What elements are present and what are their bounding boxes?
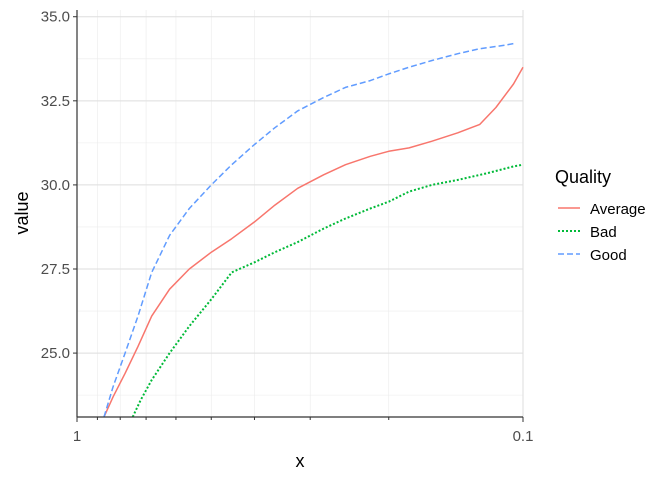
x-axis-title: x <box>296 451 305 471</box>
gridlines <box>76 10 524 417</box>
series-line-bad <box>131 163 524 418</box>
x-tick-label: 0.1 <box>513 428 534 445</box>
legend-item-average: Average <box>558 201 646 218</box>
legend-label-average: Average <box>590 201 646 218</box>
legend: Quality Average Bad Good <box>555 167 646 264</box>
legend-label-bad: Bad <box>590 224 617 241</box>
legend-title: Quality <box>555 167 611 187</box>
y-tick-label: 35.0 <box>41 9 70 26</box>
axes <box>76 10 523 418</box>
x-tick-label: 1 <box>73 428 81 445</box>
y-tick-label: 27.5 <box>41 261 70 278</box>
y-tick-label: 30.0 <box>41 177 70 194</box>
series-line-good <box>103 42 514 418</box>
y-axis-title: value <box>12 191 32 234</box>
y-tick-label: 25.0 <box>41 345 70 362</box>
series-line-average <box>103 66 524 418</box>
y-tick-label: 32.5 <box>41 93 70 110</box>
legend-item-good: Good <box>558 247 627 264</box>
legend-label-good: Good <box>590 247 627 264</box>
legend-item-bad: Bad <box>558 224 617 241</box>
tick-layer: 25.0 27.5 30.0 32.5 35.0 1 0.1 <box>41 9 534 445</box>
series-lines <box>103 42 524 418</box>
